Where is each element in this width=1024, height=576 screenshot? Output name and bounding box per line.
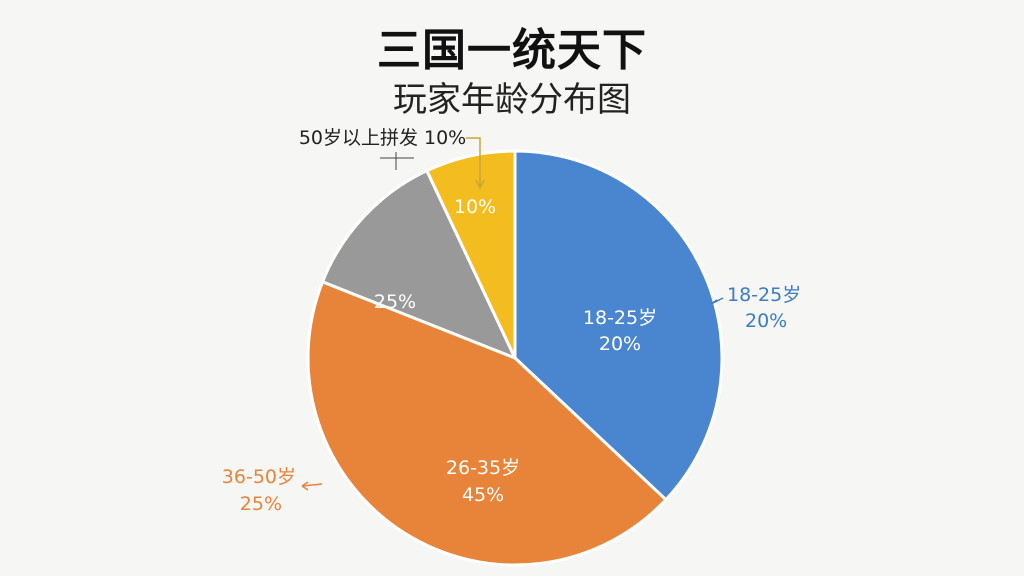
slice-gray-value: 25% [374, 291, 416, 313]
pie-annotations: 18-25岁 20% 36-50岁 25% 50岁以上拼发 10% [222, 127, 801, 515]
ext-18-25-value: 20% [745, 310, 787, 332]
ext-50-plus-label: 50岁以上拼发 [299, 127, 418, 149]
slice-50-plus [424, 149, 517, 359]
slice-18-25-label: 18-25岁 [583, 307, 657, 329]
chart-subtitle: 玩家年龄分布图 [393, 80, 631, 120]
ext-18-25-label: 18-25岁 [727, 284, 801, 306]
pie-slices [306, 149, 724, 567]
chart-title: 三国一统天下 [377, 25, 647, 76]
ext-50-plus-leader [466, 137, 485, 190]
ext-18-25-arrow [710, 297, 724, 305]
ext-50-plus-value: 10% [424, 127, 466, 149]
ext-36-50-value: 25% [240, 493, 282, 515]
ext-36-50-label: 36-50岁 [222, 466, 296, 488]
slice-36-50 [320, 168, 518, 361]
slice-18-25-value: 20% [599, 333, 641, 355]
slice-50-plus-value: 10% [454, 196, 496, 218]
slice-26-35-value: 45% [462, 484, 504, 506]
ext-50-plus-mark [380, 152, 414, 170]
slice-18-25 [513, 149, 724, 502]
pie-labels: 18-25岁 20% 26-35岁 45% 25% 10% [374, 196, 657, 506]
ext-36-50-arrow [301, 481, 323, 491]
slice-26-35 [306, 279, 669, 567]
slice-26-35-label: 26-35岁 [446, 457, 520, 479]
